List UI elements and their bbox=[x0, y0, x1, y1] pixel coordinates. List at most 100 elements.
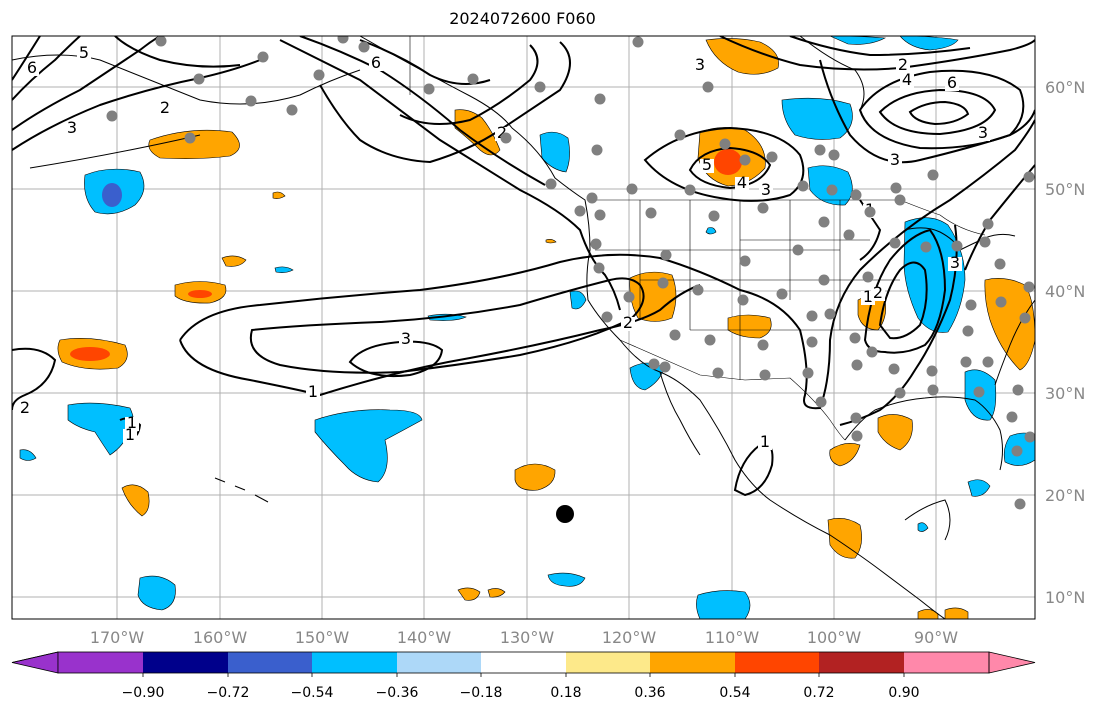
station-dot bbox=[1024, 431, 1035, 443]
contour-label: 1 bbox=[125, 425, 135, 444]
station-dot bbox=[850, 412, 862, 424]
contour-label-bg bbox=[158, 102, 172, 116]
anomaly-shading bbox=[19, 36, 1035, 619]
station-dot bbox=[193, 73, 205, 85]
station-dot bbox=[995, 296, 1007, 308]
longitude-tick-label: 160°W bbox=[193, 628, 248, 647]
contour-line bbox=[348, 340, 444, 378]
contour-label-bg bbox=[700, 159, 714, 173]
hawaii bbox=[214, 477, 269, 503]
contour-label: 1 bbox=[760, 432, 770, 451]
colorbar-tick-label: 0.36 bbox=[634, 685, 665, 701]
station-dot bbox=[659, 361, 671, 373]
contour-label-bg bbox=[77, 47, 91, 61]
contour-label-bg bbox=[18, 402, 32, 416]
shade-region bbox=[781, 97, 853, 140]
station-dot bbox=[358, 41, 370, 53]
station-dot bbox=[1019, 312, 1031, 324]
contour-line bbox=[819, 59, 1035, 164]
contour-label-bg bbox=[693, 59, 707, 73]
shade-region bbox=[70, 347, 110, 361]
contour-label: 3 bbox=[978, 123, 988, 142]
shade-region bbox=[547, 572, 586, 587]
station-dot bbox=[864, 206, 876, 218]
station-dot bbox=[590, 238, 602, 250]
shade-region bbox=[903, 217, 966, 333]
station-dot bbox=[337, 36, 349, 44]
station-dot bbox=[601, 311, 613, 323]
shade-region bbox=[137, 575, 176, 611]
contour-label-bg bbox=[25, 62, 39, 76]
shade-region bbox=[221, 255, 247, 267]
shade-region bbox=[314, 409, 423, 483]
station-dot bbox=[851, 359, 863, 371]
station-dot bbox=[766, 151, 778, 163]
station-dot bbox=[574, 205, 586, 217]
shade-region bbox=[629, 362, 665, 391]
contour-label: 5 bbox=[702, 155, 712, 174]
coastline-east bbox=[994, 299, 1035, 386]
coastline-alaska bbox=[12, 54, 361, 105]
contour-label-bg bbox=[888, 154, 902, 168]
station-dot bbox=[894, 387, 906, 399]
shade-region bbox=[148, 129, 240, 159]
contour-label: 2 bbox=[497, 123, 507, 142]
longitude-tick-label: 170°W bbox=[90, 628, 145, 647]
station-dot bbox=[849, 332, 861, 344]
station-dot bbox=[739, 154, 751, 166]
shade-region bbox=[539, 131, 570, 173]
station-dot bbox=[719, 138, 731, 150]
shade-region bbox=[877, 414, 913, 451]
shade-region bbox=[827, 518, 862, 559]
contour-label: 1 bbox=[863, 287, 873, 306]
shade-region bbox=[514, 463, 556, 491]
contour-label-bg bbox=[306, 386, 320, 400]
contour-line bbox=[643, 126, 805, 202]
station-dot bbox=[920, 241, 932, 253]
longitude-tick-label: 140°W bbox=[397, 628, 452, 647]
station-dot bbox=[593, 262, 605, 274]
contour-label: 3 bbox=[950, 253, 960, 272]
shade-region bbox=[67, 402, 134, 456]
station-dot bbox=[889, 237, 901, 249]
station-dot bbox=[850, 189, 862, 201]
station-dot bbox=[815, 396, 827, 408]
station-dot bbox=[814, 144, 826, 156]
station-dot bbox=[623, 291, 635, 303]
colorbar-extend-min bbox=[11, 651, 59, 674]
shade-region bbox=[696, 590, 751, 619]
colorbar-tick-label: 0.72 bbox=[803, 685, 834, 701]
contour-label: 3 bbox=[761, 180, 771, 199]
contour-label-bg bbox=[399, 333, 413, 347]
contour-line bbox=[319, 41, 571, 164]
longitude-tick-label: 110°W bbox=[705, 628, 760, 647]
latitude-tick-label: 10°N bbox=[1045, 588, 1085, 607]
coastline-aleutians bbox=[29, 134, 201, 169]
station-dot bbox=[708, 210, 720, 222]
station-dot bbox=[702, 81, 714, 93]
contour-line bbox=[399, 44, 539, 125]
shade-region bbox=[545, 239, 557, 244]
station-dot bbox=[982, 218, 994, 230]
border-us-canada bbox=[595, 199, 986, 236]
station-dot bbox=[926, 365, 938, 377]
contour-label: 3 bbox=[401, 329, 411, 348]
station-dot bbox=[851, 430, 863, 442]
station-dot bbox=[797, 180, 809, 192]
station-dot bbox=[960, 356, 972, 368]
contour-label: 2 bbox=[160, 98, 170, 117]
shade-region bbox=[274, 266, 294, 273]
station-dot bbox=[684, 184, 696, 196]
storm-center-marker bbox=[556, 505, 574, 523]
station-dot bbox=[802, 367, 814, 379]
station-dot bbox=[1006, 411, 1018, 423]
colorbar-tick-labels: −0.90 −0.72 −0.54 −0.36 −0.18 0.18 0.36 0.54 0.7… bbox=[122, 685, 920, 701]
contour-label: 3 bbox=[890, 150, 900, 169]
station-dot bbox=[155, 36, 167, 47]
contour-label: 3 bbox=[695, 55, 705, 74]
map-title: 2024072600 F060 bbox=[449, 9, 596, 28]
station-dot bbox=[1012, 384, 1024, 396]
station-dot bbox=[594, 93, 606, 105]
station-dot bbox=[106, 110, 118, 122]
colorbar-segment bbox=[228, 652, 312, 673]
